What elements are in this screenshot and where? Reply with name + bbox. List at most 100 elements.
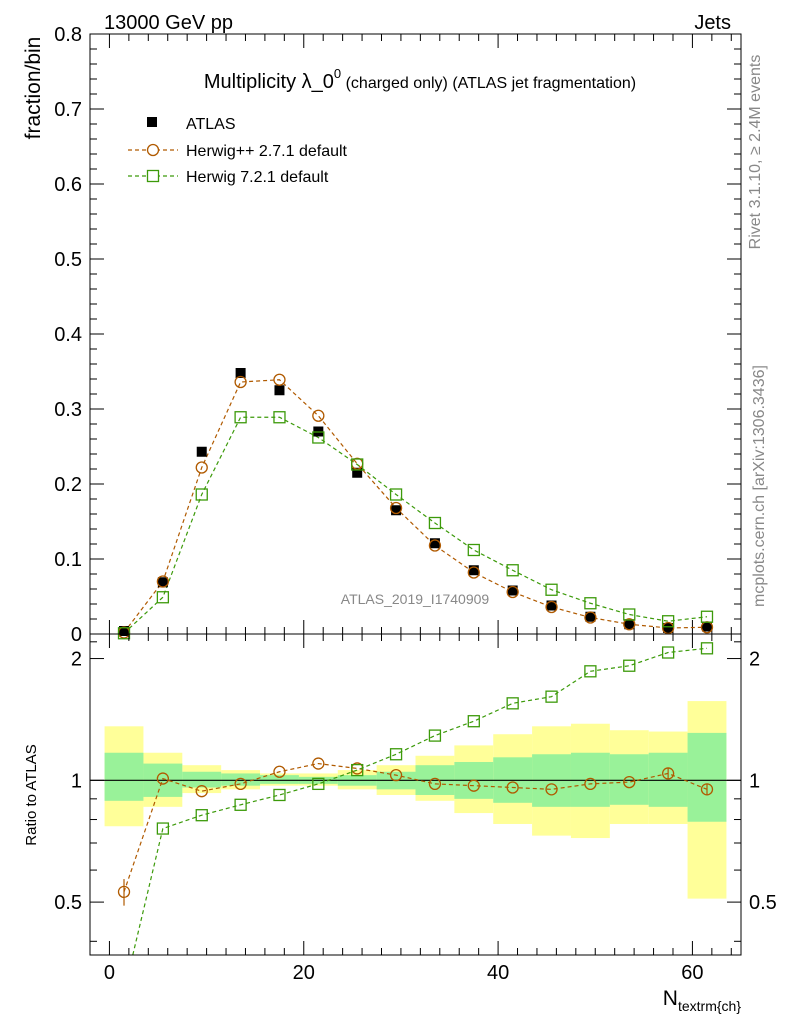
x-axis-label: Ntextrm{ch}: [663, 987, 742, 1014]
x-tick-label: 0: [104, 962, 115, 984]
herwig7-data-point: [234, 411, 247, 424]
herwigpp-data-point: [467, 566, 480, 579]
ratio-herwigpp-point: [156, 772, 170, 785]
ratio-herwigpp-point: [273, 765, 286, 778]
ratio-y-tick-label-right: 1: [749, 770, 760, 792]
ratio-herwig7-point: [351, 763, 364, 777]
atlas-data-point: [468, 565, 479, 576]
main-y-tick-label: 0.7: [54, 99, 82, 121]
ratio-band-inner: [609, 754, 649, 805]
ratio-uncertainty-bands: [104, 701, 727, 899]
x-tick-label: 40: [487, 962, 509, 984]
atlas-data-point: [157, 577, 168, 588]
main-y-tick-label: 0.3: [54, 399, 82, 421]
herwig7-data-point: [467, 543, 480, 557]
herwigpp-data-point: [312, 409, 325, 422]
atlas-data-point: [663, 623, 674, 633]
atlas-data-point: [274, 385, 285, 396]
atlas-data-point: [196, 446, 207, 457]
main-tick-labels: 0 0.1 0.2 0.3 0.4 0.5 0.6 0.7 0.8: [54, 24, 82, 646]
ratio-herwigpp-point: [545, 783, 558, 796]
herwigpp-data-point: [584, 611, 597, 624]
ratio-herwig7-point: [428, 729, 442, 742]
main-series-line: [123, 379, 708, 633]
legend: ATLAS Herwig++ 2.7.1 default Herwig 7.2.…: [128, 116, 348, 186]
ratio-band-inner: [182, 771, 222, 788]
atlas-data-point: [352, 467, 363, 478]
herwigpp-data-point: [195, 461, 208, 474]
ratio-herwig7-point: [584, 665, 597, 678]
ratio-herwig7-point: [195, 809, 208, 822]
ratio-y-tick-label: 2: [71, 649, 82, 671]
herwigpp-data-point: [234, 375, 247, 389]
herwigpp-data-point: [506, 585, 519, 599]
ratio-series-line: [123, 762, 708, 893]
ratio-band-inner: [260, 775, 299, 784]
herwig7-data-point: [351, 458, 364, 471]
atlas-data-point: [585, 611, 596, 622]
ratio-herwigpp-point: [234, 777, 247, 791]
atlas-data-point: [391, 505, 402, 516]
ratio-herwigpp-point: [312, 757, 325, 770]
ratio-ticks: [90, 634, 741, 955]
ratio-tick-labels: 0.5 0.5 1 1 2 2: [54, 649, 777, 915]
herwigpp-data-point: [351, 457, 364, 470]
main-y-tick-label: 0.5: [54, 249, 82, 271]
ratio-y-tick-label: 0.5: [54, 892, 82, 914]
ratio-herwig7-point: [273, 788, 286, 802]
herwigpp-data-point: [428, 539, 442, 552]
main-panel: Multiplicity λ_00 (charged only) (ATLAS …: [22, 24, 742, 646]
x-axis-label-main: N: [663, 987, 678, 1010]
ratio-series: [117, 642, 714, 956]
plot-title-sup: 0: [334, 66, 341, 81]
legend-marker-herwig7: [146, 169, 160, 183]
atlas-data-point: [624, 619, 635, 630]
herwigpp-data-point: [156, 575, 170, 588]
header-left: 13000 GeV pp: [104, 12, 233, 34]
atlas-data-point: [429, 538, 440, 549]
herwigpp-data-point: [389, 501, 403, 515]
main-y-tick-label: 0.4: [54, 324, 82, 346]
plot-title-suffix: (charged only) (ATLAS jet fragmentation): [341, 75, 636, 92]
herwig7-data-point: [312, 431, 325, 444]
legend-marker-herwigpp: [146, 143, 160, 157]
x-tick-label: 20: [293, 962, 315, 984]
ratio-y-tick-label: 1: [71, 770, 82, 792]
ratio-herwig7-point: [506, 697, 519, 710]
main-series-line: [123, 416, 708, 634]
ratio-herwig7-point: [467, 715, 480, 728]
x-tick-labels: 0 20 40 60: [104, 962, 704, 984]
herwig7-data-point: [661, 615, 675, 628]
x-axis-label-sub: textrm{ch}: [678, 998, 741, 1014]
rivet-version-label: Rivet 3.1.10, ≥ 2.4M events: [747, 55, 764, 250]
main-ticks: [90, 33, 741, 635]
atlas-data-point: [701, 621, 712, 632]
main-y-tick-label: 0.1: [54, 549, 82, 571]
main-y-tick-label: 0: [71, 624, 82, 646]
main-y-axis-label: fraction/bin: [22, 37, 45, 140]
ratio-herwigpp-point: [428, 777, 442, 791]
atlas-data-point: [507, 585, 518, 596]
ratio-band-inner: [221, 773, 261, 786]
herwig7-data-point: [389, 488, 403, 501]
ratio-herwig7-point: [312, 777, 325, 791]
ratio-y-tick-label-right: 0.5: [749, 892, 777, 914]
herwig7-data-point: [545, 583, 558, 596]
ratio-herwig7-point: [234, 798, 247, 811]
ratio-herwig7-point: [623, 659, 636, 672]
herwig7-data-point: [700, 610, 714, 623]
atlas-data-point: [119, 626, 130, 636]
herwig7-data-point: [584, 597, 597, 610]
ratio-herwigpp-point: [584, 777, 597, 791]
ratio-herwig7-point: [661, 646, 675, 659]
herwig7-data-point: [428, 516, 442, 530]
analysis-label: ATLAS_2019_I1740909: [341, 591, 490, 607]
herwigpp-data-point: [623, 618, 636, 631]
ratio-y-axis-label: Ratio to ATLAS: [23, 744, 40, 845]
herwig7-data-point: [195, 488, 208, 501]
legend-label-herwig7: Herwig 7.2.1 default: [186, 169, 329, 186]
main-y-tick-label: 0.8: [54, 24, 82, 46]
ratio-series-line: [132, 647, 708, 956]
ratio-herwig7-point: [389, 748, 403, 761]
